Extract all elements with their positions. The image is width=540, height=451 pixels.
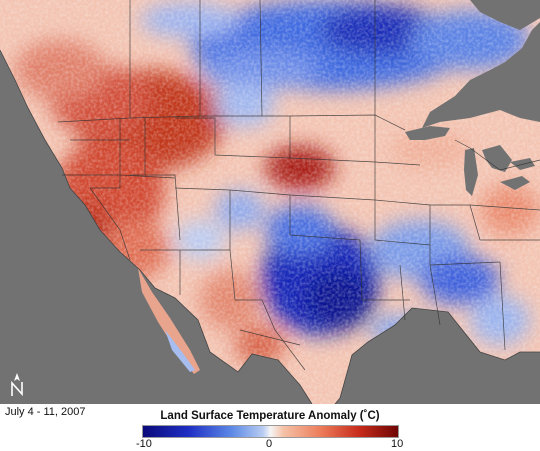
political-borders bbox=[57, 0, 540, 371]
legend-mid-label: 0 bbox=[266, 438, 273, 450]
legend-title: Land Surface Temperature Anomaly (˚C) bbox=[160, 410, 380, 422]
map-image bbox=[0, 0, 540, 404]
great-lakes bbox=[405, 126, 535, 196]
date-range-caption: July 4 - 11, 2007 bbox=[5, 406, 86, 418]
legend-min-label: -10 bbox=[136, 438, 152, 450]
north-arrow-icon bbox=[7, 372, 27, 398]
legend-max-label: 10 bbox=[391, 438, 404, 450]
anomaly-map bbox=[0, 0, 540, 404]
color-scale-bar bbox=[142, 425, 399, 438]
